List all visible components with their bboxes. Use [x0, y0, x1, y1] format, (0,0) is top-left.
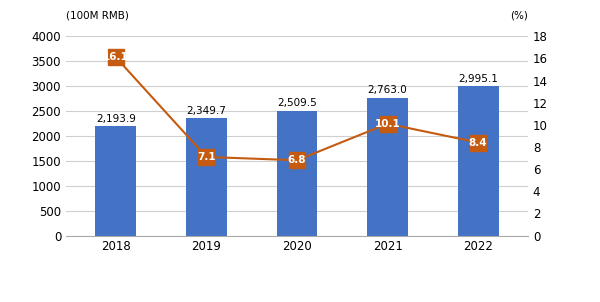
Bar [277, 111, 317, 236]
Text: 2,509.5: 2,509.5 [277, 98, 317, 108]
Bar [186, 118, 227, 236]
Text: 2,349.7: 2,349.7 [187, 106, 226, 116]
Text: 8.4: 8.4 [469, 137, 487, 148]
Text: 16.1: 16.1 [103, 52, 128, 62]
Bar [367, 98, 408, 236]
Text: 2,995.1: 2,995.1 [458, 74, 498, 84]
Text: (%): (%) [510, 10, 528, 20]
Bar [458, 86, 499, 236]
Text: 7.1: 7.1 [197, 152, 216, 162]
Text: 2,193.9: 2,193.9 [96, 114, 136, 124]
Text: 6.8: 6.8 [288, 155, 306, 165]
Text: 10.1: 10.1 [375, 119, 400, 129]
Text: 2,763.0: 2,763.0 [368, 85, 407, 95]
Text: (100M RMB): (100M RMB) [66, 10, 129, 20]
Bar [95, 126, 136, 236]
